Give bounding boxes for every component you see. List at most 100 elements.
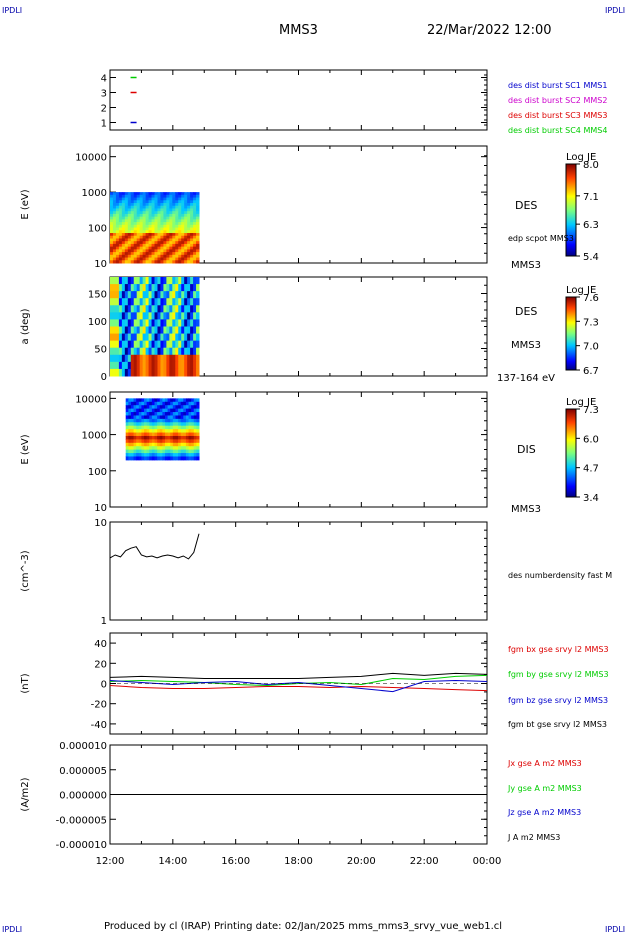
spectrogram-cell: [196, 238, 200, 242]
spectrogram-cell: [151, 340, 156, 349]
spectrogram-cell: [175, 235, 179, 239]
y-axis-label: a (deg): [20, 308, 31, 344]
spectrogram-cell: [185, 429, 190, 434]
spectrogram-cell: [127, 277, 132, 285]
spectrogram-cell: [172, 333, 176, 342]
spectrogram-cell: [110, 319, 114, 327]
spectrogram-cell: [196, 429, 200, 434]
spectrogram-cell: [115, 340, 120, 349]
spectrogram-cell: [127, 368, 132, 377]
spectrogram-cell: [163, 243, 167, 248]
y-axis-label: (cm^-3): [20, 550, 31, 591]
spectrogram-cell: [181, 246, 185, 250]
spectrogram-cell: [115, 246, 120, 250]
spectrogram-cell: [180, 408, 184, 413]
spectrogram-cell: [139, 224, 144, 229]
spectrogram-cell: [125, 449, 129, 454]
spectrogram-cell: [154, 298, 158, 306]
spectrogram-cell: [124, 246, 129, 250]
spectrogram-cell: [160, 284, 164, 292]
spectrogram-cell: [110, 213, 114, 218]
spectrogram-cell: [136, 415, 140, 420]
spectrogram-cell: [154, 284, 158, 292]
spectrogram-cell: [124, 211, 129, 215]
spectrogram-cell: [175, 432, 179, 437]
spectrogram-cell: [118, 257, 123, 261]
spectrogram-cell: [175, 319, 179, 327]
spectrogram-cell: [133, 368, 138, 377]
spectrogram-cell: [136, 284, 141, 292]
spectrogram-cell: [115, 326, 120, 335]
spectrogram-cell: [130, 305, 135, 313]
spectrogram-cell: [125, 418, 129, 423]
spectrogram-cell: [139, 284, 144, 292]
spectrogram-cell: [188, 449, 192, 454]
spectrogram-cell: [145, 260, 150, 264]
y-tick-label: 100: [88, 224, 107, 235]
spectrogram-cell: [187, 347, 191, 356]
spectrogram-cell: [187, 235, 191, 239]
y-tick-label: 50: [94, 345, 107, 356]
spectrogram-cell: [154, 439, 158, 444]
spectrogram-cell: [115, 319, 120, 327]
spectrogram-cell: [172, 432, 176, 437]
spectrogram-cell: [181, 219, 185, 223]
spectrogram-cell: [180, 415, 184, 420]
spectrogram-cell: [157, 405, 161, 410]
spectrogram-cell: [180, 429, 184, 434]
spectrogram-cell: [130, 213, 135, 218]
spectrogram-cell: [157, 425, 161, 430]
spectrogram-cell: [181, 192, 185, 196]
spectrogram-cell: [142, 340, 147, 349]
spectrogram-cell: [144, 405, 148, 410]
spectrogram-cell: [181, 277, 185, 285]
spectrogram-cell: [145, 205, 150, 209]
spectrogram-cell: [112, 354, 117, 363]
spectrogram-cell: [110, 243, 114, 248]
spectrogram-cell: [172, 312, 176, 320]
spectrogram-cell: [127, 257, 132, 261]
spectrogram-cell: [185, 415, 190, 420]
legend-entry: fgm bz gse srvy l2 MMS3: [508, 696, 608, 705]
spectrogram-cell: [172, 252, 176, 256]
spectrogram-cell: [142, 333, 147, 342]
spectrogram-cell: [196, 435, 200, 440]
spectrogram-cell: [112, 257, 117, 261]
y-tick-label: 10000: [75, 394, 107, 405]
spectrogram-cell: [181, 222, 185, 226]
spectrogram-cell: [136, 347, 141, 356]
spectrogram-cell: [175, 291, 179, 299]
spectrogram-cell: [157, 422, 161, 427]
spectrogram-cell: [184, 235, 188, 239]
spectrogram-cell: [193, 246, 197, 250]
spectrogram-cell: [136, 192, 141, 196]
spectrogram-cell: [162, 425, 166, 430]
spectrogram-cell: [193, 224, 197, 229]
spectrogram-cell: [162, 432, 166, 437]
spectrogram-cell: [121, 284, 126, 292]
spectrogram-cell: [187, 243, 191, 248]
spectrogram-cell: [148, 216, 153, 220]
spectrogram-cell: [196, 227, 200, 231]
spectrogram-cell: [193, 368, 197, 377]
spectrogram-cell: [167, 453, 171, 457]
spectrogram-cell: [193, 257, 197, 261]
spectrogram-cell: [133, 277, 138, 285]
spectrogram-cell: [110, 233, 114, 237]
spectrogram-cell: [121, 230, 126, 234]
spectrogram-cell: [175, 213, 179, 218]
spectrogram-cell: [191, 415, 195, 420]
spectrogram-cell: [154, 224, 158, 229]
spectrogram-cell: [138, 449, 142, 454]
spectrogram-cell: [125, 422, 129, 427]
spectrogram-cell: [145, 284, 150, 292]
spectrogram-cell: [187, 197, 191, 201]
spectrogram-cell: [151, 418, 156, 423]
spectrogram-cell: [136, 224, 141, 229]
spectrogram-cell: [121, 233, 126, 237]
spectrogram-cell: [169, 203, 173, 207]
spectrogram-cell: [164, 422, 169, 427]
spectrogram-cell: [163, 200, 167, 204]
panel-5: 110(cm^-3): [20, 518, 488, 627]
